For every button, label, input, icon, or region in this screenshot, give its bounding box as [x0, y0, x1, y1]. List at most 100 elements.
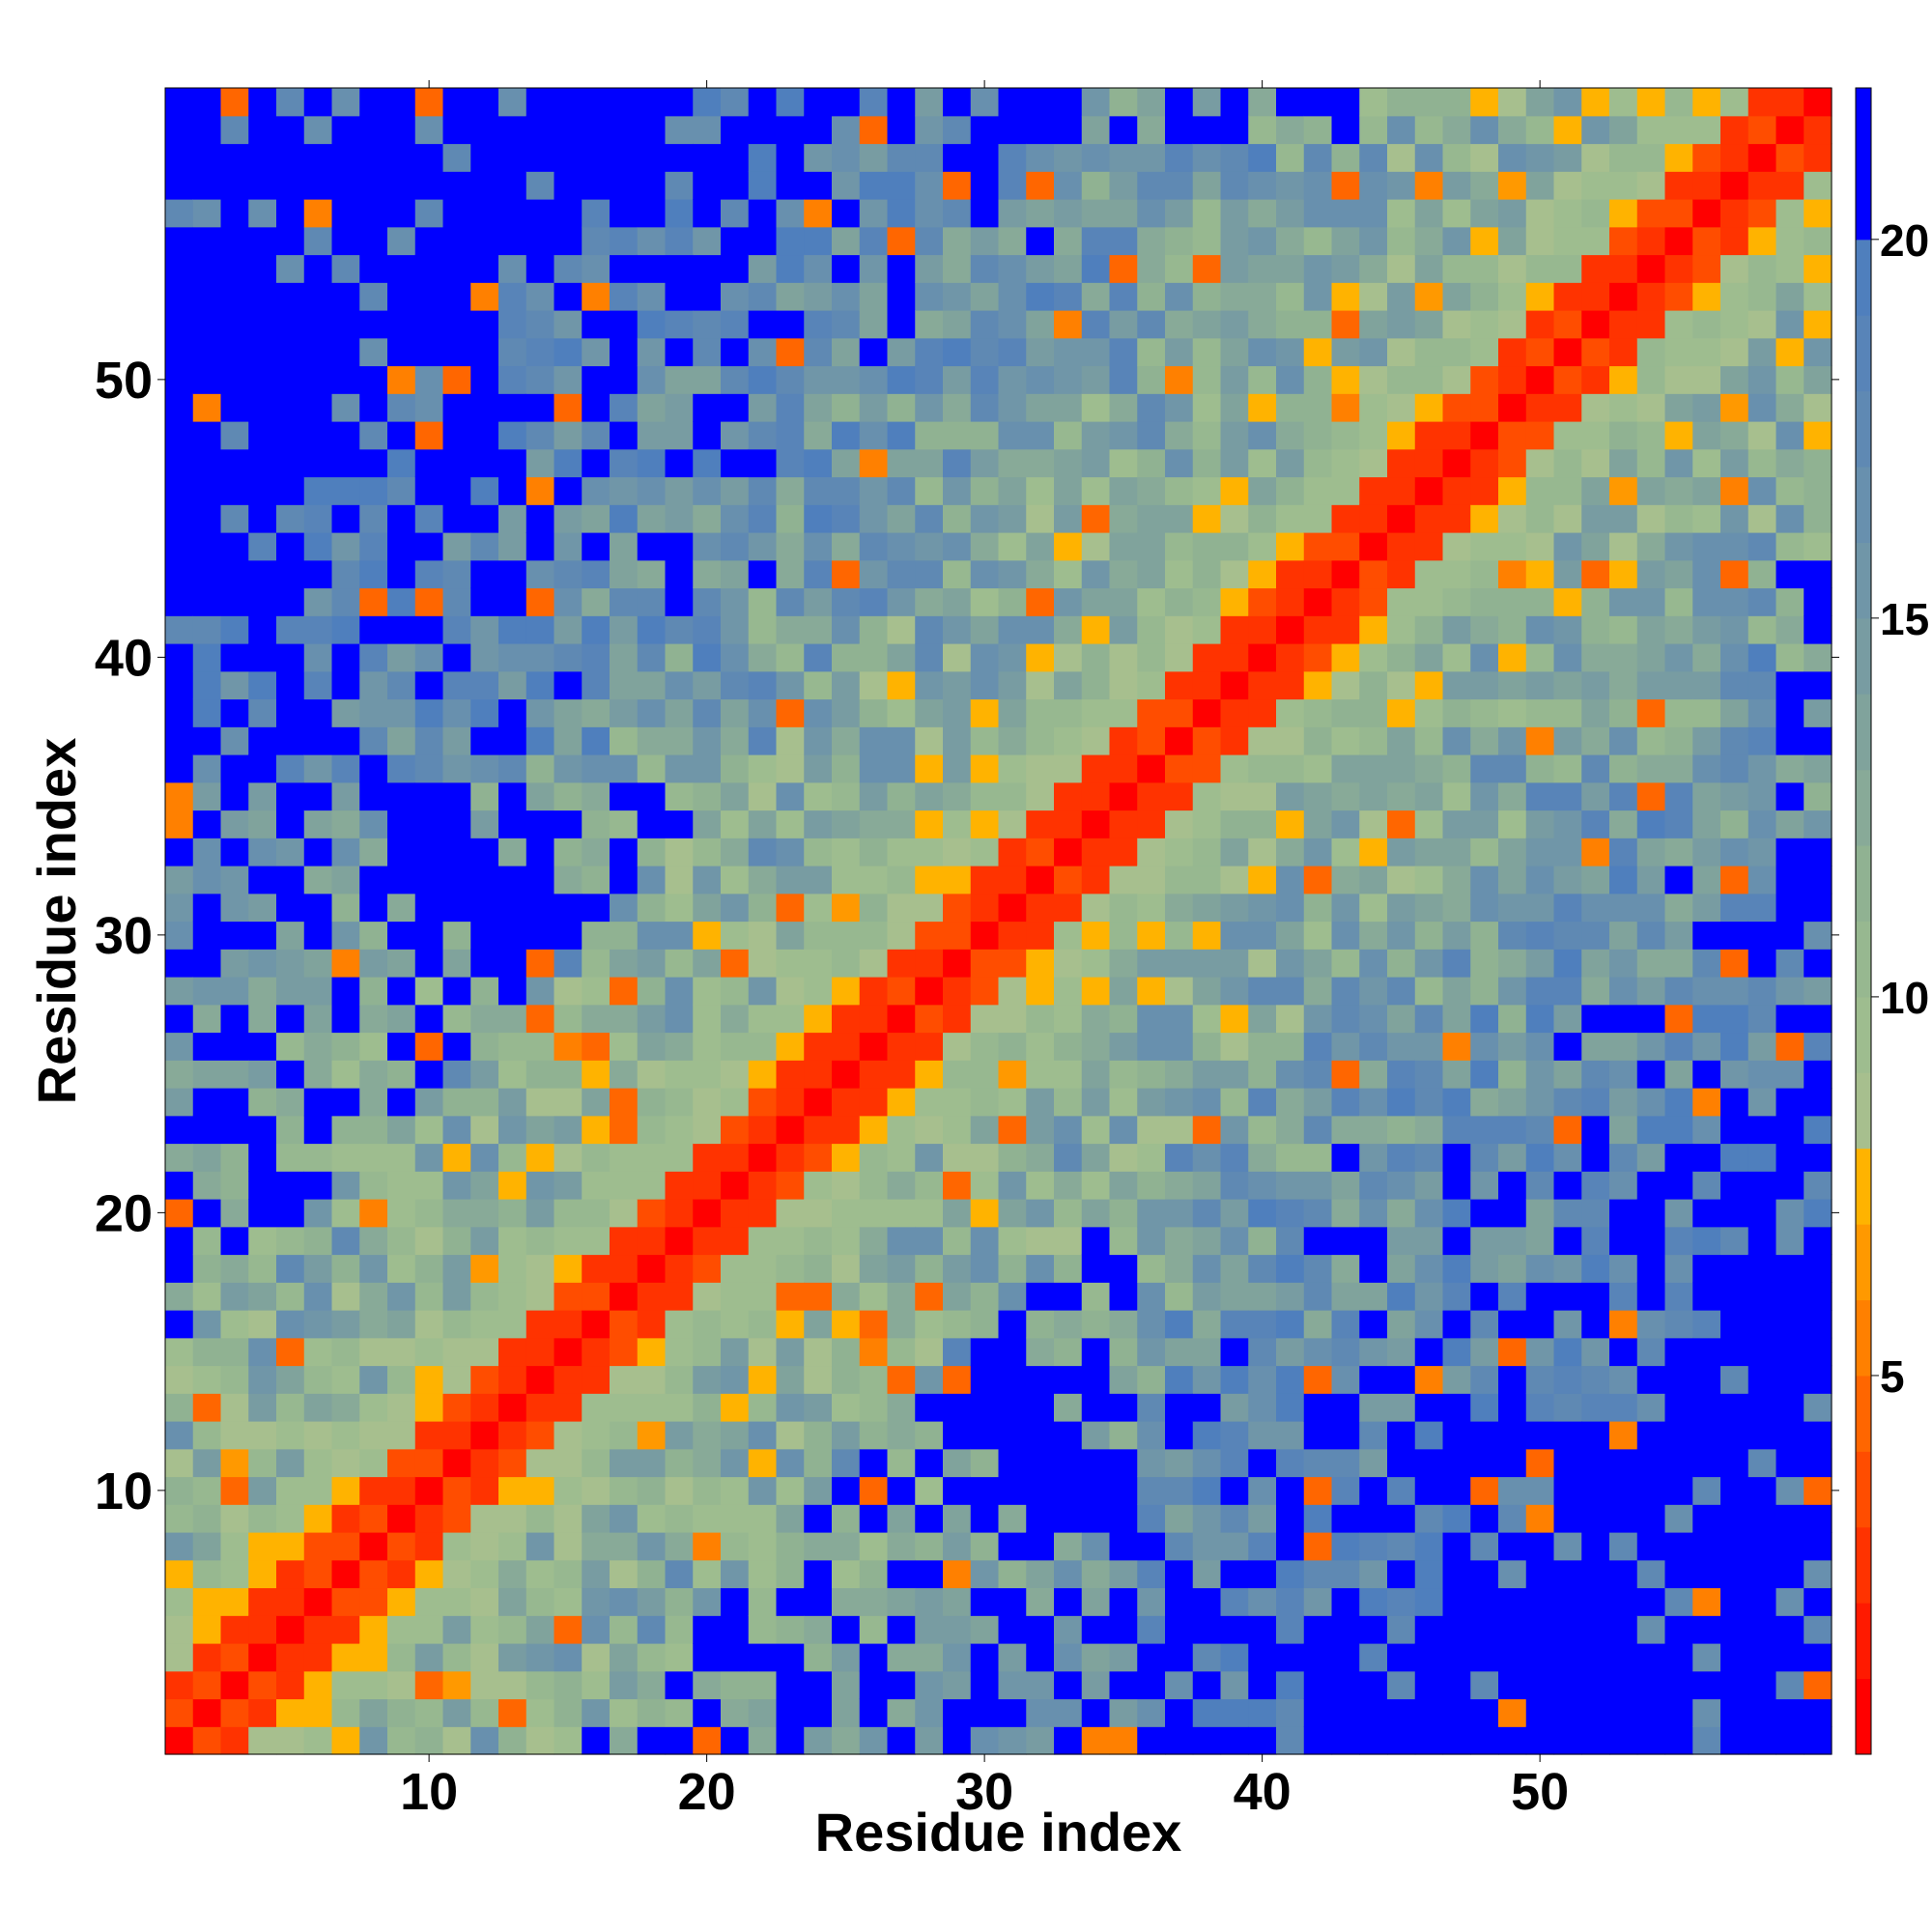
heatmap-cell	[1553, 921, 1582, 950]
heatmap-cell	[498, 421, 527, 450]
heatmap-cell	[1470, 1171, 1499, 1200]
heatmap-cell	[1359, 337, 1388, 367]
heatmap-cell	[442, 670, 471, 700]
heatmap-cell	[331, 88, 360, 117]
heatmap-cell	[1776, 1448, 1804, 1478]
heatmap-cell	[554, 282, 582, 311]
heatmap-cell	[1165, 365, 1194, 394]
heatmap-cell	[859, 1421, 889, 1450]
heatmap-cell	[387, 504, 416, 533]
heatmap-cell	[998, 559, 1027, 589]
heatmap-cell	[1553, 310, 1582, 339]
heatmap-cell	[1525, 199, 1555, 228]
heatmap-cell	[220, 1476, 249, 1505]
heatmap-cell	[804, 171, 833, 200]
heatmap-cell	[887, 1559, 916, 1589]
heatmap-cell	[165, 587, 194, 616]
heatmap-cell	[1525, 365, 1555, 394]
heatmap-cell	[331, 1088, 360, 1117]
heatmap-cell	[943, 1643, 972, 1672]
heatmap-cell	[248, 143, 277, 172]
heatmap-cell	[192, 838, 222, 867]
heatmap-cell	[359, 1088, 388, 1117]
heatmap-cell	[414, 1365, 444, 1394]
heatmap-cell	[303, 282, 333, 311]
heatmap-cell	[165, 949, 194, 978]
heatmap-cell	[1192, 1393, 1222, 1422]
heatmap-cell	[887, 726, 916, 755]
heatmap-cell	[1776, 1365, 1804, 1394]
heatmap-cell	[1720, 1199, 1749, 1228]
heatmap-cell	[1776, 476, 1804, 505]
heatmap-cell	[665, 1643, 694, 1672]
heatmap-cell	[998, 726, 1027, 755]
heatmap-cell	[498, 393, 527, 422]
heatmap-cell	[998, 1643, 1027, 1672]
heatmap-cell	[859, 949, 889, 978]
heatmap-cell	[665, 1559, 694, 1589]
heatmap-cell	[1414, 226, 1444, 256]
heatmap-cell	[554, 1448, 582, 1478]
heatmap-cell	[1498, 1448, 1527, 1478]
heatmap-cell	[610, 977, 639, 1006]
heatmap-cell	[1747, 977, 1777, 1006]
heatmap-cell	[165, 532, 194, 561]
heatmap-cell	[1442, 1310, 1471, 1339]
heatmap-cell	[248, 587, 277, 616]
heatmap-cell	[1359, 532, 1388, 561]
heatmap-cell	[693, 1226, 722, 1256]
heatmap-cell	[387, 88, 416, 117]
heatmap-cell	[192, 1115, 222, 1145]
heatmap-cell	[1470, 365, 1499, 394]
heatmap-cell	[1359, 1615, 1388, 1644]
heatmap-cell	[1248, 1532, 1277, 1561]
heatmap-cell	[1553, 1060, 1582, 1089]
heatmap-cell	[165, 504, 194, 533]
heatmap-cell	[1636, 1698, 1666, 1727]
heatmap-cell	[1248, 1643, 1277, 1672]
heatmap-cell	[498, 1115, 527, 1145]
heatmap-cell	[1387, 977, 1416, 1006]
heatmap-cell	[1470, 337, 1499, 367]
heatmap-cell	[887, 337, 916, 367]
heatmap-cell	[1664, 1199, 1693, 1228]
heatmap-cell	[1109, 337, 1138, 367]
heatmap-cell	[1248, 1226, 1277, 1256]
heatmap-cell	[248, 254, 277, 283]
heatmap-cell	[1192, 977, 1222, 1006]
heatmap-cell	[1387, 199, 1416, 228]
heatmap-cell	[859, 698, 889, 727]
heatmap-cell	[1609, 421, 1638, 450]
heatmap-cell	[1359, 838, 1388, 867]
heatmap-cell	[637, 1421, 667, 1450]
heatmap-cell	[554, 1532, 582, 1561]
heatmap-cell	[1525, 1504, 1555, 1533]
heatmap-cell	[748, 1670, 778, 1700]
heatmap-cell	[192, 1559, 222, 1589]
heatmap-cell	[1636, 1615, 1666, 1644]
heatmap-cell	[582, 698, 611, 727]
heatmap-cell	[387, 838, 416, 867]
heatmap-cell	[693, 726, 722, 755]
heatmap-cell	[1054, 226, 1083, 256]
heatmap-cell	[1470, 504, 1499, 533]
heatmap-cell	[1664, 337, 1693, 367]
heatmap-cell	[303, 754, 333, 783]
heatmap-cell	[693, 282, 722, 311]
heatmap-cell	[693, 532, 722, 561]
heatmap-cell	[1747, 1226, 1777, 1256]
heatmap-cell	[582, 365, 611, 394]
heatmap-cell	[1109, 1670, 1138, 1700]
heatmap-cell	[1442, 1226, 1471, 1256]
heatmap-cell	[970, 838, 1000, 867]
heatmap-cell	[1776, 949, 1804, 978]
heatmap-cell	[1220, 532, 1249, 561]
heatmap-cell	[1414, 143, 1444, 172]
x-tick-label: 20	[678, 1763, 736, 1821]
heatmap-cell	[804, 1504, 833, 1533]
heatmap-cell	[1664, 1282, 1693, 1311]
heatmap-cell	[1192, 1310, 1222, 1339]
heatmap-cell	[526, 1365, 555, 1394]
heatmap-cell	[776, 781, 805, 811]
heatmap-cell	[192, 1670, 222, 1700]
